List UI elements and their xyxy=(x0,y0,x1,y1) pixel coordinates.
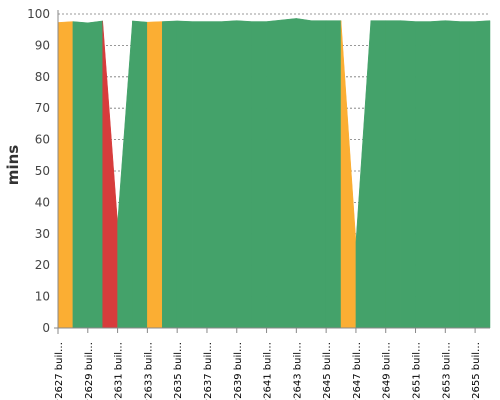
build-area-2638 xyxy=(206,21,223,329)
build-area-2630 xyxy=(87,20,103,329)
y-tick-label: 80 xyxy=(35,70,50,84)
build-area-2647 xyxy=(340,20,357,329)
x-tick-label: #2627 buil… xyxy=(54,342,65,400)
build-area-2643 xyxy=(281,18,297,329)
y-tick-label: 30 xyxy=(35,227,50,241)
y-tick-label: 70 xyxy=(35,101,50,115)
build-area-2653 xyxy=(430,20,446,329)
x-tick-label: #2645 buil… xyxy=(322,342,333,400)
y-tick-label: 60 xyxy=(35,133,50,147)
build-area-2654 xyxy=(445,20,461,329)
x-tick-label: #2637 buil… xyxy=(203,342,214,400)
build-area-2641 xyxy=(251,21,267,329)
x-tick-label: #2629 buil… xyxy=(84,342,95,400)
y-tick-label: 10 xyxy=(35,290,50,304)
build-area-2650 xyxy=(385,20,401,329)
y-tick-label: 100 xyxy=(27,7,50,21)
build-area-2633 xyxy=(132,20,148,329)
build-area-2656 xyxy=(474,20,491,329)
build-area-2637 xyxy=(191,21,208,329)
build-area-2632 xyxy=(117,20,133,329)
build-area-2628 xyxy=(57,21,74,329)
build-area-2629 xyxy=(72,21,89,329)
build-area-2634 xyxy=(147,21,163,329)
build-area-2645 xyxy=(310,20,327,329)
x-tick-label: #2633 buil… xyxy=(143,342,154,400)
build-area-2639 xyxy=(221,20,238,329)
x-tick-label: #2655 buil… xyxy=(471,342,482,400)
x-tick-label: #2643 buil… xyxy=(292,342,303,400)
axes xyxy=(54,10,490,334)
x-tick-label: #2631 buil… xyxy=(114,342,125,400)
build-area-2644 xyxy=(296,18,312,329)
build-area-2636 xyxy=(176,20,193,329)
y-axis-title: mins xyxy=(4,145,22,185)
y-tick-label: 90 xyxy=(35,38,50,52)
y-tick-label: 50 xyxy=(35,164,50,178)
y-tick-label: 0 xyxy=(42,321,50,335)
x-tick-label: #2651 buil… xyxy=(412,342,423,400)
build-area-2640 xyxy=(236,20,252,329)
build-area-2651 xyxy=(400,20,416,329)
build-area-2646 xyxy=(325,20,342,329)
x-tick-label: #2653 buil… xyxy=(441,342,452,400)
build-area-2631 xyxy=(102,20,118,329)
y-tick-label: 20 xyxy=(35,258,50,272)
x-tick-label: #2639 buil… xyxy=(233,342,244,400)
build-area-2649 xyxy=(370,20,386,329)
build-area-2655 xyxy=(459,21,476,329)
y-tick-labels: 0 10 20 30 40 50 60 70 80 90 100 xyxy=(27,7,50,335)
build-area-2652 xyxy=(415,21,431,329)
build-area-2635 xyxy=(162,20,178,329)
build-area-2648 xyxy=(355,20,372,329)
x-tick-label: #2635 buil… xyxy=(173,342,184,400)
x-tick-label: #2641 buil… xyxy=(263,342,274,400)
build-areas xyxy=(57,18,491,329)
x-tick-labels: #2627 buil… #2629 buil… #2631 buil… #2633 b… xyxy=(54,328,482,400)
y-tick-label: 40 xyxy=(35,195,50,209)
x-tick-label: #2649 buil… xyxy=(382,342,393,400)
x-tick-label: #2647 buil… xyxy=(352,342,363,400)
build-area-2642 xyxy=(266,19,282,329)
